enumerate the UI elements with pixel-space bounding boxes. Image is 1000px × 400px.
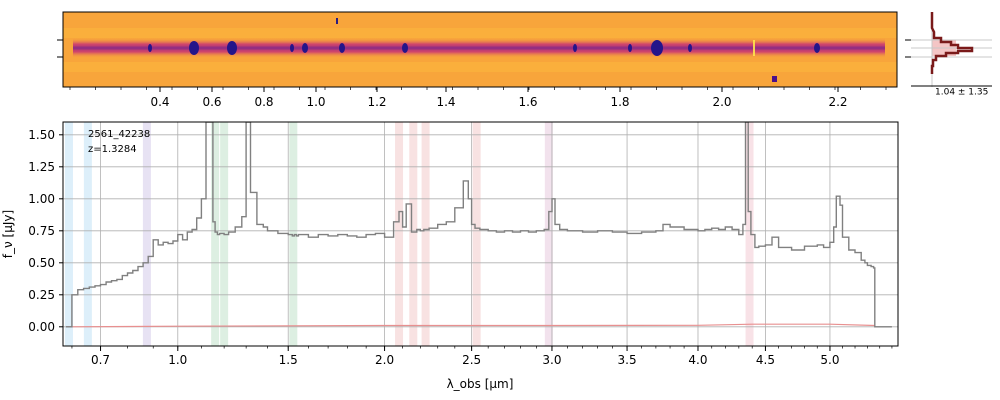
y-tick-label: 1.25 (28, 160, 55, 174)
emission-blob (628, 44, 632, 52)
emission-blob (290, 44, 294, 52)
emission-band (745, 122, 754, 346)
emission-blob (688, 44, 692, 52)
emission-band (142, 122, 151, 346)
x-tick-label: 3.0 (542, 353, 561, 367)
x-tick-label: 1.5 (279, 353, 298, 367)
emission-band (64, 122, 73, 346)
emission-blob (402, 43, 408, 53)
x-tick-label: 0.7 (91, 353, 110, 367)
spectrum-1d-panel: 0.7 1.0 1.5 2.0 2.5 3.0 3.5 4.0 4.5 5.0 0.000.250… (1, 121, 899, 391)
emission-band (421, 122, 430, 346)
x-tick-label: 5.0 (820, 353, 839, 367)
spectrum-2d-frame (62, 11, 898, 88)
y-tick-label: 0.50 (28, 256, 55, 270)
y-tick-label: 1.00 (28, 192, 55, 206)
x-tick-label: 2.0 (375, 353, 394, 367)
emission-blob (189, 41, 199, 55)
spectrum-2d-panel: 0.4 0.6 0.8 1.0 1.2 1.4 1.6 1.8 2.0 2.2 (57, 11, 898, 109)
y-tick-label: 0.00 (28, 320, 55, 334)
top-x-tick-label: 1.4 (436, 95, 455, 109)
top-x-tick-label: 1.6 (518, 95, 537, 109)
emission-blob (573, 44, 577, 52)
emission-band (409, 122, 418, 346)
object-id-label: 2561_42238 (88, 129, 150, 140)
spectrum-2d-emission-blobs (148, 40, 820, 56)
top-x-tick-label: 0.8 (254, 95, 273, 109)
x-axis: 0.7 1.0 1.5 2.0 2.5 3.0 3.5 4.0 4.5 5.0 (71, 346, 893, 367)
emission-band (211, 122, 220, 346)
top-x-tick-label: 1.8 (610, 95, 629, 109)
emission-line-bands (64, 122, 754, 346)
top-x-tick-label: 2.0 (712, 95, 731, 109)
profile-annotation: 1.04 ± 1.35 (935, 88, 988, 98)
x-tick-label: 4.5 (756, 353, 775, 367)
plot-frame (62, 121, 899, 347)
top-x-tick-label: 1.0 (306, 95, 325, 109)
uncertainty-series (65, 323, 875, 328)
x-tick-label: 3.5 (618, 353, 637, 367)
x-tick-label: 1.0 (168, 353, 187, 367)
emission-band (544, 122, 553, 346)
emission-band (289, 122, 298, 346)
x-tick-label: 4.0 (688, 353, 707, 367)
y-axis-label: f_ν [μJy] (1, 210, 15, 258)
y-tick-label: 0.25 (28, 288, 55, 302)
emission-blob (814, 43, 820, 53)
profile-line (930, 12, 974, 74)
y-axis: 0.00 0.25 0.50 0.75 1.00 1.25 1.50 (28, 128, 63, 334)
top-x-tick-label: 0.6 (202, 95, 221, 109)
y-tick-label: 0.75 (28, 224, 55, 238)
x-tick-label: 2.5 (462, 353, 481, 367)
spectrum-series (66, 122, 892, 328)
y-tick-label: 1.50 (28, 128, 55, 142)
emission-blob (227, 41, 237, 55)
redshift-label: z=1.3284 (88, 144, 137, 155)
spectrum-2d-x-axis: 0.4 0.6 0.8 1.0 1.2 1.4 1.6 1.8 2.0 2.2 (69, 87, 887, 109)
profile-panel: 1.04 ± 1.35 (905, 12, 992, 98)
emission-blob (302, 43, 308, 53)
emission-band (83, 122, 92, 346)
top-x-tick-label: 2.2 (828, 95, 847, 109)
emission-blob (148, 44, 152, 52)
top-x-tick-label: 0.4 (150, 95, 169, 109)
top-x-tick-label: 1.2 (367, 95, 386, 109)
x-axis-label: λ_obs [μm] (447, 377, 514, 391)
emission-band (472, 122, 481, 346)
emission-blob (651, 40, 663, 56)
plot-grid (63, 122, 898, 346)
emission-band (395, 122, 404, 346)
emission-blob (339, 43, 345, 53)
